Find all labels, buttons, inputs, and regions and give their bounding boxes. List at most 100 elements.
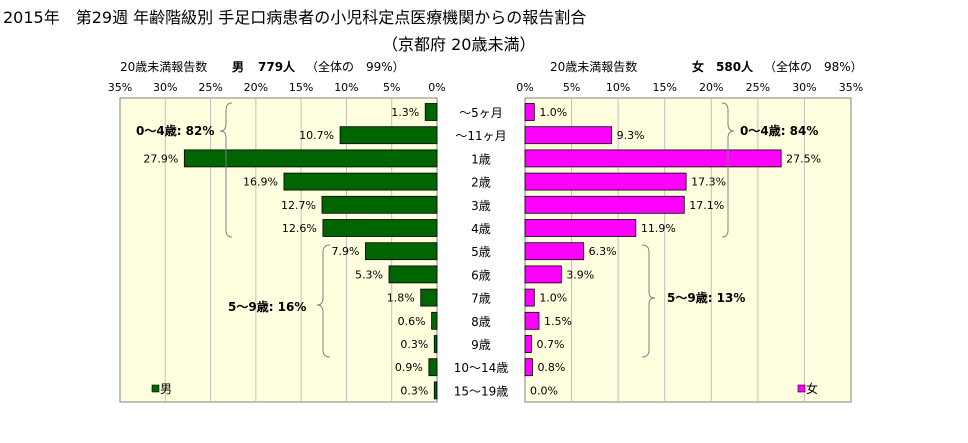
male-data-label: 12.7% (281, 199, 316, 212)
female-annotation-0-4: 0～4歳: 84% (740, 123, 818, 138)
female-data-label: 0.7% (537, 338, 565, 351)
male-annotation-0-4: 0～4歳: 82% (136, 123, 214, 138)
male-bar (322, 219, 438, 237)
male-header-count: 779人 (258, 59, 296, 74)
female-data-label: 3.9% (566, 268, 594, 281)
female-bar (524, 265, 562, 284)
male-tick-label: 0% (428, 81, 445, 94)
female-bar (524, 288, 535, 307)
male-data-label: 0.3% (400, 338, 428, 351)
male-bar (283, 172, 438, 191)
female-bar (524, 126, 613, 145)
male-legend-swatch (151, 384, 160, 393)
chart-subtitle: （京都府 20歳未満） (382, 35, 536, 54)
female-tick-label: 25% (746, 81, 770, 94)
category-label: ～11ヶ月 (455, 129, 506, 143)
female-brace-5-9 (641, 244, 656, 358)
female-bar (524, 242, 585, 261)
female-legend-swatch (797, 384, 806, 393)
category-label: 8歳 (471, 315, 491, 329)
male-brace-0-4 (219, 102, 233, 238)
male-bars: 1.3% 10.7% 27.9% 16.9%12.7% 12.6% 7.9% 5.3% 1.8… (143, 103, 438, 400)
female-bar (524, 358, 533, 377)
category-label: 4歳 (471, 222, 491, 236)
female-tick-label: 5% (563, 81, 580, 94)
male-header-sex: 男 (232, 60, 244, 74)
category-label: 6歳 (471, 268, 491, 282)
female-bar (524, 311, 540, 330)
category-label: 1歳 (471, 152, 491, 166)
male-annotation-5-9: 5～9歳: 16% (228, 299, 306, 314)
male-bar (321, 195, 438, 214)
category-label: 5歳 (471, 245, 491, 259)
female-header-label: 20歳未満報告数 (550, 59, 637, 74)
female-bars: 1.0% 9.3% 27.5% 17.3% 17.1% 11.9% 6.3% 3.9% 1.0%… (524, 103, 821, 397)
male-bar (433, 335, 438, 353)
male-bar (420, 288, 438, 307)
male-bar (433, 381, 438, 400)
female-data-label: 17.1% (689, 199, 724, 212)
female-data-label: 1.5% (544, 315, 572, 328)
male-data-label: 0.6% (398, 315, 426, 328)
female-bar (524, 172, 687, 191)
female-header-share: （全体の 98%） (764, 59, 863, 74)
female-data-label: 11.9% (641, 222, 676, 235)
male-bar (431, 311, 438, 330)
male-bar (339, 126, 438, 145)
female-tick-label: 15% (652, 81, 676, 94)
female-plot-area (524, 97, 852, 403)
male-data-label: 1.8% (387, 292, 415, 305)
male-data-label: 0.9% (395, 361, 423, 374)
male-tick-label: 25% (198, 81, 222, 94)
male-data-label: 1.3% (391, 106, 419, 119)
male-legend-label: 男 (160, 382, 172, 396)
female-bar (524, 103, 535, 121)
category-label: 15～19歳 (454, 384, 509, 398)
male-tick-label: 5% (383, 81, 400, 94)
male-brace-5-9 (316, 244, 331, 358)
male-tick-label: 10% (334, 81, 358, 94)
female-header-sex: 女 (692, 59, 704, 74)
male-header-label: 20歳未満報告数 (120, 59, 207, 74)
female-tick-label: 0% (516, 81, 533, 94)
female-data-label: 27.5% (786, 152, 821, 165)
chart-title: 2015年 第29週 年齢階級別 手足口病患者の小児科定点医療機関からの報告割合 (3, 8, 587, 27)
female-gridlines (571, 98, 805, 402)
female-header-count: 580人 (716, 59, 754, 74)
male-data-label: 10.7% (299, 129, 334, 142)
category-label: ～5ヶ月 (459, 106, 503, 120)
female-data-label: 9.3% (617, 129, 645, 142)
female-data-label: 17.3% (691, 176, 726, 189)
male-data-label: 5.3% (355, 268, 383, 281)
category-label: 2歳 (471, 176, 491, 190)
male-bar (388, 265, 438, 284)
female-data-label: 1.0% (539, 292, 567, 305)
female-tick-label: 35% (839, 81, 863, 94)
female-axis-ticks: 0% 5% 10% 15% 20% 25% 30% 35% (516, 81, 863, 94)
male-header-share: （全体の 99%） (306, 59, 405, 74)
category-label: 10～14歳 (454, 361, 509, 375)
male-data-label: 7.9% (331, 245, 359, 258)
male-data-label: 12.6% (282, 222, 317, 235)
female-annotation-5-9: 5～9歳: 13% (667, 290, 745, 305)
female-bar (524, 149, 782, 168)
male-tick-label: 20% (244, 81, 268, 94)
female-legend-label: 女 (806, 381, 818, 396)
male-data-label: 16.9% (243, 176, 278, 189)
category-labels: ～5ヶ月 ～11ヶ月 1歳 2歳 3歳 4歳 5歳 6歳 7歳 8歳 9歳 10～14歳 15～19歳 (454, 106, 509, 398)
category-label: 3歳 (471, 199, 491, 213)
female-bar (524, 335, 532, 353)
male-tick-label: 30% (153, 81, 177, 94)
male-bar (183, 149, 438, 168)
male-data-label: 27.9% (143, 152, 178, 165)
male-axis-ticks: 35% 30% 25% 20% 15% 10% 5% 0% (108, 81, 446, 94)
male-bar (428, 358, 438, 377)
female-bar (524, 219, 637, 237)
female-bar (524, 195, 685, 214)
female-tick-label: 10% (606, 81, 630, 94)
female-tick-label: 30% (792, 81, 816, 94)
female-data-label: 6.3% (589, 245, 617, 258)
category-label: 9歳 (471, 338, 491, 352)
category-label: 7歳 (471, 292, 491, 306)
